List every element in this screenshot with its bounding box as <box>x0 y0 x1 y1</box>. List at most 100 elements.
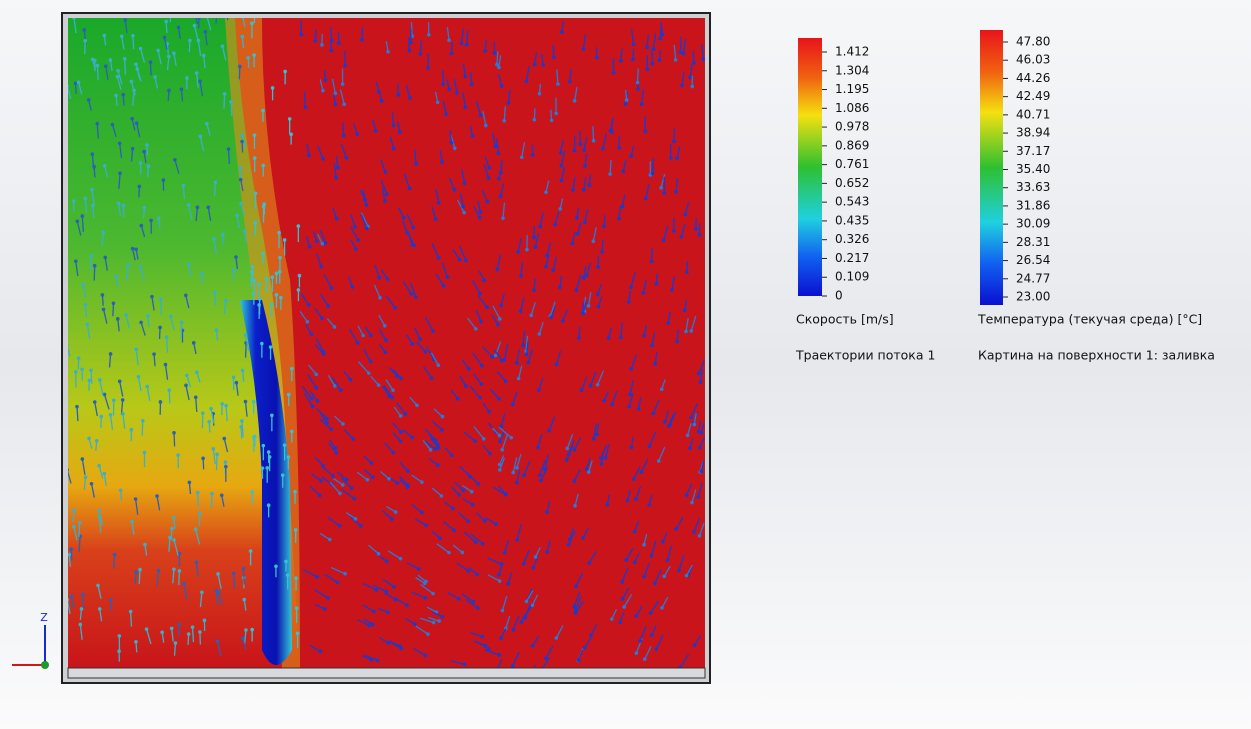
flow-arrow-head <box>684 213 688 217</box>
flow-arrow <box>345 50 346 65</box>
flow-arrow-head <box>116 69 120 73</box>
flow-arrow <box>231 102 232 116</box>
flow-arrow <box>179 624 180 636</box>
flow-arrow-head <box>567 543 571 547</box>
flow-arrow-head <box>385 590 389 594</box>
flow-arrow-head <box>658 58 662 62</box>
flow-arrow-head <box>393 306 397 310</box>
flow-arrow-head <box>568 80 572 84</box>
flow-arrow-head <box>387 394 391 398</box>
flow-arrow-head <box>257 283 261 287</box>
flow-arrow-head <box>204 30 208 34</box>
flow-arrow-head <box>488 452 492 456</box>
flow-arrow-head <box>131 147 135 151</box>
flow-arrow-head <box>238 65 242 69</box>
flow-arrow-head <box>235 381 239 385</box>
flow-arrow-head <box>595 433 599 437</box>
flow-arrow-head <box>297 224 301 228</box>
flow-arrow-head <box>321 89 325 93</box>
flow-arrow-head <box>250 628 254 632</box>
flow-arrow-head <box>437 256 441 260</box>
flow-arrow-head <box>618 621 622 625</box>
flow-arrow-head <box>84 303 88 307</box>
flow-arrow-head <box>640 103 644 107</box>
flow-arrow-head <box>436 464 440 468</box>
flow-arrow-head <box>427 33 431 37</box>
flow-arrow-head <box>450 141 454 145</box>
flow-arrow-head <box>195 71 199 75</box>
flow-arrow-head <box>574 585 578 589</box>
flow-arrow-head <box>134 348 138 352</box>
flow-arrow-head <box>374 129 378 133</box>
flow-arrow-head <box>194 527 198 531</box>
flow-arrow-head <box>683 308 687 312</box>
flow-arrow-head <box>455 91 459 95</box>
flow-arrow-head <box>142 150 146 154</box>
flow-arrow-head <box>674 190 678 194</box>
flow-arrow-head <box>605 503 609 507</box>
flow-arrow-head <box>159 298 163 302</box>
flow-arrow-head <box>251 265 255 269</box>
flow-arrow-head <box>250 490 254 494</box>
flow-arrow-head <box>642 334 646 338</box>
flow-arrow-head <box>450 52 454 56</box>
flow-arrow-head <box>490 355 494 359</box>
flow-arrow-head <box>335 217 339 221</box>
flow-arrow-head <box>600 250 604 254</box>
flow-arrow-head <box>252 292 256 296</box>
flow-arrow-head <box>689 329 693 333</box>
flow-arrow-head <box>480 382 484 386</box>
flow-arrow-head <box>134 570 138 574</box>
flow-arrow-head <box>414 295 418 299</box>
flow-arrow-head <box>482 279 486 283</box>
flow-arrow-head <box>517 377 521 381</box>
flow-arrow-head <box>366 478 370 482</box>
flow-arrow-head <box>532 566 536 570</box>
flow-arrow-head <box>134 497 138 501</box>
flow-arrow-head <box>287 455 291 459</box>
flow-arrow-head <box>576 232 580 236</box>
flow-arrow-head <box>426 632 430 636</box>
flow-arrow-head <box>597 305 601 309</box>
flow-arrow-head <box>134 640 138 644</box>
flow-arrow-head <box>532 236 536 240</box>
flow-arrow <box>79 523 80 537</box>
flow-arrow-head <box>575 216 579 220</box>
flow-arrow-head <box>261 466 265 470</box>
flow-arrow-head <box>392 147 396 151</box>
legend-tick-label: 37.17 <box>1016 144 1050 158</box>
flow-arrow <box>150 62 151 75</box>
flow-arrow-head <box>356 238 360 242</box>
flow-arrow-head <box>377 276 381 280</box>
field <box>65 3 705 677</box>
flow-arrow-head <box>653 362 657 366</box>
flow-arrow-head <box>660 606 664 610</box>
flow-arrow-head <box>265 466 269 470</box>
flow-arrow-head <box>345 478 349 482</box>
flow-arrow-head <box>376 659 380 663</box>
flow-arrow-head <box>499 562 503 566</box>
flow-arrow-head <box>109 352 113 356</box>
flow-arrow-head <box>619 336 623 340</box>
flow-arrow-head <box>97 509 101 513</box>
flow-arrow-head <box>356 132 360 136</box>
flow-arrow-head <box>457 493 461 497</box>
flow-arrow-head <box>596 293 600 297</box>
flow-arrow-head <box>275 272 279 276</box>
flow-arrow-head <box>466 569 470 573</box>
flow-arrow-head <box>396 481 400 485</box>
flow-arrow-head <box>627 405 631 409</box>
flow-arrow-head <box>621 205 625 209</box>
flow-arrow-head <box>531 644 535 648</box>
flow-arrow-head <box>500 359 504 363</box>
flow-arrow-head <box>131 247 135 251</box>
flow-arrow-head <box>441 415 445 419</box>
flow-arrow-head <box>592 139 596 143</box>
flow-arrow-head <box>461 551 465 555</box>
flow-arrow-head <box>281 473 285 477</box>
flow-arrow-head <box>689 416 693 420</box>
flow-arrow-head <box>596 383 600 387</box>
flow-arrow <box>131 612 132 627</box>
flow-arrow-head <box>72 525 76 529</box>
flow-arrow-head <box>224 460 228 464</box>
